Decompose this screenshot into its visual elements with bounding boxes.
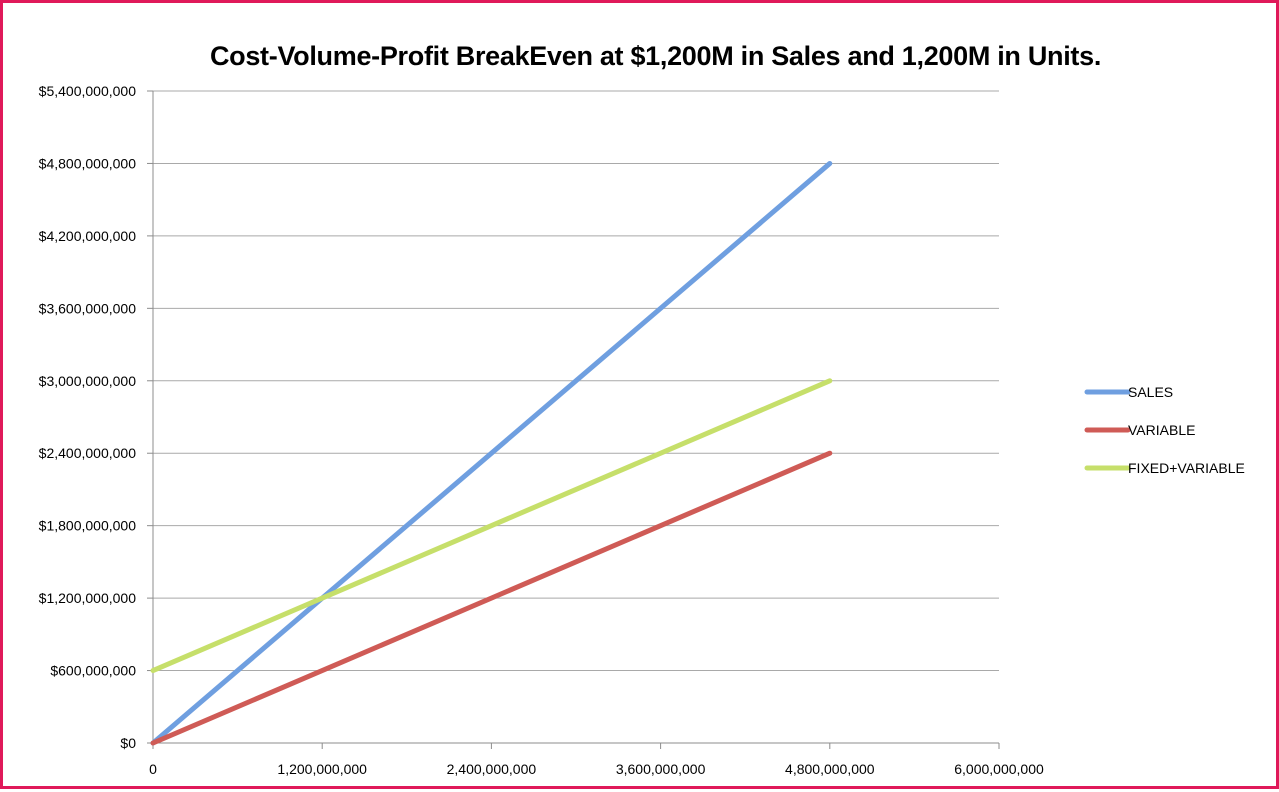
y-tick-label: $0 bbox=[120, 735, 136, 751]
x-tick-label: 1,200,000,000 bbox=[277, 761, 367, 777]
legend-label: FIXED+VARIABLE bbox=[1128, 460, 1245, 476]
x-tick-label: 2,400,000,000 bbox=[447, 761, 537, 777]
y-tick-label: $5,400,000,000 bbox=[39, 83, 137, 99]
series-line-fixed-variable bbox=[150, 378, 833, 674]
legend-label: VARIABLE bbox=[1128, 422, 1195, 438]
series-line-sales bbox=[150, 160, 833, 746]
x-tick-label: 4,800,000,000 bbox=[785, 761, 875, 777]
y-tick-label: $4,800,000,000 bbox=[39, 155, 137, 171]
y-tick-label: $1,800,000,000 bbox=[39, 518, 137, 534]
y-tick-label: $3,000,000,000 bbox=[39, 373, 137, 389]
y-tick-label: $4,200,000,000 bbox=[39, 228, 137, 244]
x-tick-label: 6,000,000,000 bbox=[954, 761, 1044, 777]
series-line-variable bbox=[150, 450, 833, 746]
axes: $0 $600,000,000 $1,200,000,000 $1,800,000,0… bbox=[39, 83, 1044, 777]
y-tick-label: $600,000,000 bbox=[50, 663, 136, 679]
chart-title: Cost-Volume-Profit BreakEven at $1,200M … bbox=[209, 41, 1102, 71]
legend: SALES VARIABLE FIXED+VARIABLE bbox=[1084, 384, 1245, 476]
x-tick-label: 0 bbox=[149, 761, 157, 777]
y-tick-label: $3,600,000,000 bbox=[39, 300, 137, 316]
line-chart: $0 $600,000,000 $1,200,000,000 $1,800,000,0… bbox=[39, 83, 1245, 777]
y-tick-label: $2,400,000,000 bbox=[39, 445, 137, 461]
y-tick-label: $1,200,000,000 bbox=[39, 590, 137, 606]
x-tick-label: 3,600,000,000 bbox=[616, 761, 706, 777]
legend-label: SALES bbox=[1128, 384, 1173, 400]
grid-lines bbox=[153, 90, 999, 672]
series-lines bbox=[150, 160, 833, 746]
